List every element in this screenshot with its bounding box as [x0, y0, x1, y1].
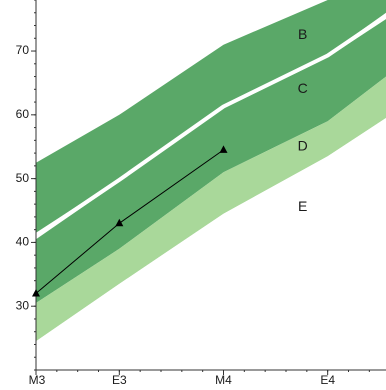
x-tick-label: E4 [320, 373, 335, 387]
series-point [32, 288, 40, 297]
y-tick-label: 40 [16, 235, 30, 249]
band-c [36, 19, 386, 303]
x-tick-label: E3 [112, 373, 127, 387]
y-tick-label: 30 [16, 298, 30, 312]
series-point [219, 145, 228, 153]
y-tick-label: 70 [16, 43, 30, 57]
x-tick-label: M4 [215, 373, 232, 387]
band-label-b: B [298, 26, 307, 42]
band-d [36, 76, 386, 342]
x-tick-label: M3 [29, 373, 46, 387]
band-separator-line [34, 14, 386, 238]
band-label-c: C [298, 80, 308, 96]
band-label-e: E [298, 198, 307, 214]
series-point [115, 218, 124, 227]
y-tick-label: 50 [16, 171, 30, 185]
y-tick-label: 60 [16, 107, 30, 121]
band-e [36, 118, 386, 370]
band-label-d: D [298, 137, 308, 153]
